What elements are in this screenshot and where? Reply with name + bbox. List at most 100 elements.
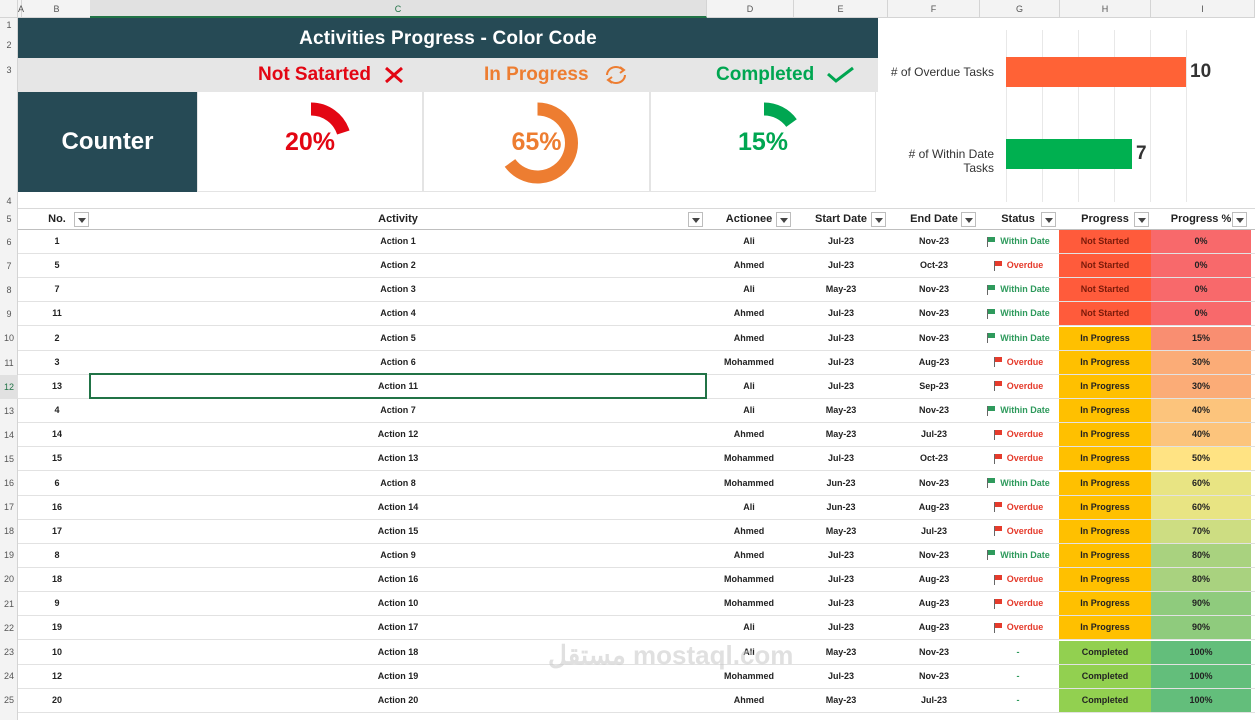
cell-end[interactable]: Jul-23 — [920, 525, 947, 536]
cell-pct[interactable]: 0% — [1151, 230, 1251, 253]
cell-no[interactable]: 1 — [54, 236, 60, 246]
filter-dropdown-actionee[interactable] — [776, 212, 791, 227]
filter-dropdown-start-date[interactable] — [871, 212, 886, 227]
cell-pct[interactable]: 80% — [1151, 543, 1251, 567]
cell-start[interactable]: May-23 — [825, 694, 857, 705]
cell-actionee[interactable]: Ali — [743, 380, 755, 391]
row-header-22[interactable]: 22 — [3, 622, 14, 633]
cell-end[interactable]: Nov-23 — [918, 284, 949, 295]
cell-status[interactable]: Overdue — [978, 254, 1058, 277]
cell-status[interactable]: Within Date — [978, 327, 1058, 350]
cell-progress[interactable]: In Progress — [1059, 399, 1151, 423]
filter-dropdown-progress[interactable] — [1134, 212, 1149, 227]
column-header-B[interactable]: B — [22, 0, 92, 18]
column-header-A[interactable]: A — [18, 0, 24, 18]
cell-activity[interactable]: Action 17 — [377, 622, 419, 633]
row-header-11[interactable]: 11 — [4, 357, 14, 368]
cell-activity[interactable]: Action 15 — [377, 525, 419, 536]
cell-progress[interactable]: In Progress — [1059, 471, 1151, 495]
cell-actionee[interactable]: Mohammed — [723, 670, 774, 681]
cell-end[interactable]: Nov-23 — [918, 477, 949, 488]
column-header-F[interactable]: F — [888, 0, 980, 18]
cell-no[interactable]: 4 — [54, 405, 60, 416]
cell-progress[interactable]: In Progress — [1059, 495, 1151, 519]
cell-pct[interactable]: 50% — [1151, 447, 1251, 471]
cell-no[interactable]: 6 — [54, 477, 60, 488]
cell-pct[interactable]: 40% — [1151, 399, 1251, 423]
cell-no[interactable]: 13 — [51, 380, 62, 391]
row-header-15[interactable]: 15 — [3, 453, 14, 464]
cell-status[interactable]: Within Date — [978, 302, 1058, 325]
cell-end[interactable]: Aug-23 — [918, 574, 950, 585]
cell-no[interactable]: 15 — [51, 453, 62, 464]
cell-end[interactable]: Aug-23 — [918, 356, 950, 367]
cell-activity[interactable]: Action 2 — [380, 260, 416, 271]
cell-status[interactable]: Within Date — [978, 230, 1058, 253]
cell-no[interactable]: 9 — [54, 598, 60, 609]
select-all-corner[interactable] — [0, 0, 18, 18]
cell-progress[interactable]: In Progress — [1059, 568, 1151, 592]
cell-start[interactable]: Jul-23 — [827, 622, 854, 633]
cell-activity[interactable]: Action 7 — [380, 405, 416, 416]
cell-pct[interactable]: 90% — [1151, 592, 1251, 616]
cell-no[interactable]: 14 — [51, 429, 62, 440]
cell-pct[interactable]: 60% — [1151, 495, 1251, 519]
cell-actionee[interactable]: Ahmed — [733, 332, 765, 343]
cell-progress[interactable]: Not Started — [1059, 278, 1151, 302]
cell-activity[interactable]: Action 11 — [377, 380, 418, 391]
cell-start[interactable]: Jul-23 — [827, 598, 854, 609]
cell-status[interactable]: Overdue — [978, 616, 1058, 639]
cell-end[interactable]: Nov-23 — [918, 646, 949, 657]
cell-pct[interactable]: 0% — [1151, 278, 1251, 302]
cell-pct[interactable]: 70% — [1151, 519, 1251, 543]
cell-activity[interactable]: Action 1 — [380, 236, 416, 246]
cell-activity[interactable]: Action 10 — [377, 598, 419, 609]
cell-actionee[interactable]: Ahmed — [733, 549, 765, 560]
cell-pct[interactable]: 80% — [1151, 568, 1251, 592]
cell-progress[interactable]: Completed — [1059, 688, 1151, 712]
cell-actionee[interactable]: Ahmed — [733, 525, 765, 536]
cell-no[interactable]: 2 — [54, 332, 60, 343]
cell-start[interactable]: Jul-23 — [827, 574, 854, 585]
cell-start[interactable]: May-23 — [825, 429, 857, 440]
cell-end[interactable]: Nov-23 — [918, 670, 949, 681]
cell-start[interactable]: May-23 — [825, 525, 857, 536]
cell-progress[interactable]: In Progress — [1059, 326, 1151, 350]
row-header-17[interactable]: 17 — [3, 502, 14, 513]
cell-actionee[interactable]: Mohammed — [723, 477, 774, 488]
cell-status[interactable]: Overdue — [978, 447, 1058, 470]
cell-progress[interactable]: In Progress — [1059, 350, 1151, 374]
cell-status[interactable]: Overdue — [978, 592, 1058, 615]
cell-progress[interactable]: Completed — [1059, 640, 1151, 664]
cell-actionee[interactable]: Ahmed — [733, 429, 765, 440]
cell-progress[interactable]: In Progress — [1059, 543, 1151, 567]
cell-pct[interactable]: 30% — [1151, 374, 1251, 398]
cell-start[interactable]: May-23 — [825, 284, 857, 295]
cell-progress[interactable]: Not Started — [1059, 302, 1151, 326]
cell-no[interactable]: 20 — [51, 694, 62, 705]
column-header-I[interactable]: I — [1151, 0, 1255, 18]
row-header-21[interactable]: 21 — [3, 598, 14, 609]
cell-no[interactable]: 17 — [51, 525, 62, 536]
cell-progress[interactable]: Not Started — [1059, 230, 1151, 253]
cell-start[interactable]: Jul-23 — [827, 670, 854, 681]
cell-end[interactable]: Sep-23 — [919, 380, 949, 391]
filter-dropdown-progress-pct[interactable] — [1232, 212, 1247, 227]
cell-end[interactable]: Nov-23 — [918, 549, 949, 560]
row-header-14[interactable]: 14 — [3, 429, 14, 440]
cell-start[interactable]: Jul-23 — [827, 549, 854, 560]
cell-activity[interactable]: Action 4 — [380, 308, 416, 319]
cell-activity[interactable]: Action 9 — [380, 549, 416, 560]
cell-status[interactable]: Overdue — [978, 496, 1058, 519]
cell-start[interactable]: Jul-23 — [827, 260, 854, 271]
cell-progress[interactable]: In Progress — [1059, 592, 1151, 616]
cell-actionee[interactable]: Ali — [743, 622, 755, 633]
cell-actionee[interactable]: Ahmed — [733, 694, 765, 705]
cell-start[interactable]: Jun-23 — [826, 477, 856, 488]
cell-status[interactable]: Overdue — [978, 375, 1058, 398]
row-header-2[interactable]: 2 — [6, 40, 12, 50]
cell-pct[interactable]: 30% — [1151, 350, 1251, 374]
cell-start[interactable]: Jul-23 — [827, 356, 854, 367]
cell-activity[interactable]: Action 20 — [377, 694, 419, 705]
cell-start[interactable]: May-23 — [825, 646, 857, 657]
